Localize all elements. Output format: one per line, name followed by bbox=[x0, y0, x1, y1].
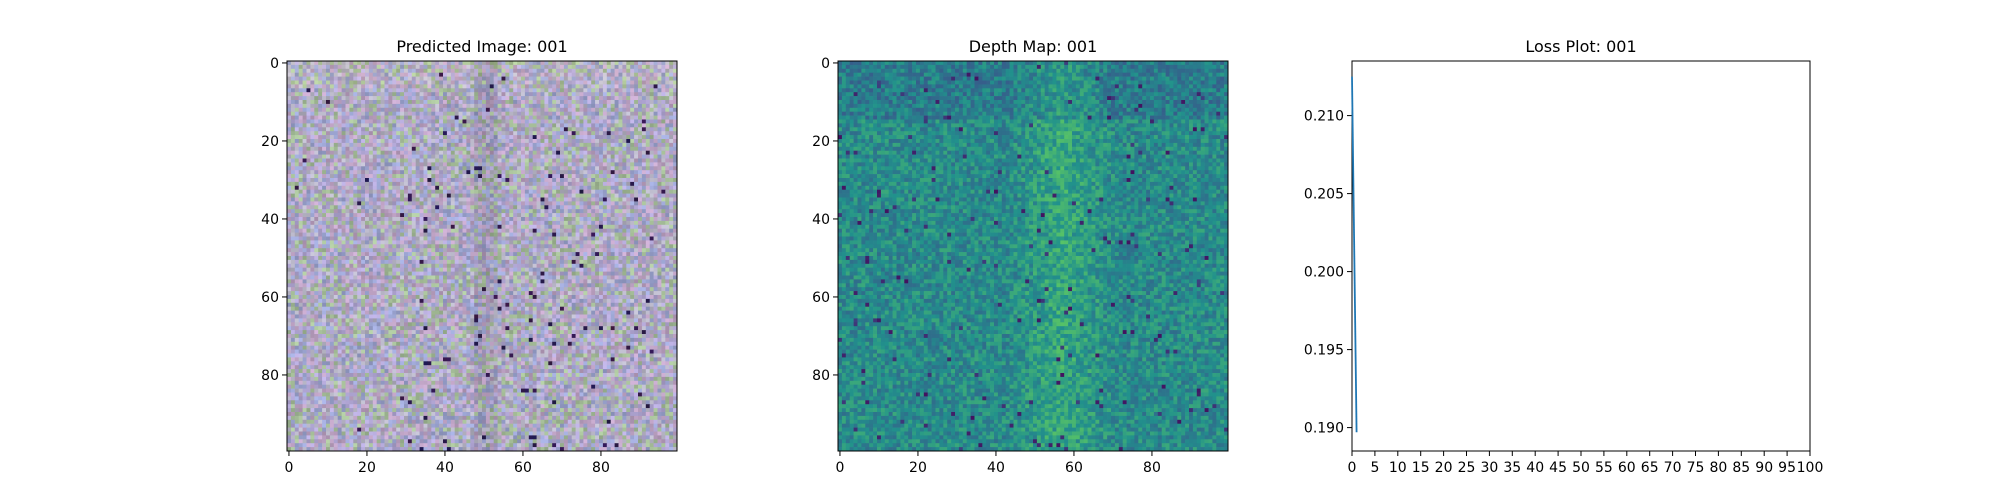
loss-plot-x-tick-label: 60 bbox=[1618, 460, 1636, 476]
loss-plot-x-tick-label: 20 bbox=[1435, 460, 1453, 476]
loss-plot-x-tick-label: 95 bbox=[1778, 460, 1796, 476]
loss-plot-x-tick-label: 5 bbox=[1370, 460, 1379, 476]
loss-plot-x-tick-label: 30 bbox=[1480, 460, 1498, 476]
loss-plot-y-tick-label: 0.205 bbox=[1304, 187, 1344, 203]
loss-plot-x-tick-label: 25 bbox=[1458, 460, 1476, 476]
loss-plot-y-tick-label: 0.210 bbox=[1304, 109, 1344, 125]
loss-plot-x-tick-label: 90 bbox=[1755, 460, 1773, 476]
loss-plot-y-tick-label: 0.195 bbox=[1304, 343, 1344, 359]
loss-plot-x-tick-label: 55 bbox=[1595, 460, 1613, 476]
loss-plot-x-tick-label: 80 bbox=[1709, 460, 1727, 476]
loss-plot-x-tick-label: 15 bbox=[1412, 460, 1430, 476]
loss-plot-y-tick-label: 0.200 bbox=[1304, 265, 1344, 281]
loss-plot-x-tick-label: 65 bbox=[1641, 460, 1659, 476]
loss-plot-y-tick-label: 0.190 bbox=[1304, 421, 1344, 437]
loss-plot-x-tick-label: 45 bbox=[1549, 460, 1567, 476]
loss-plot-x-tick-label: 50 bbox=[1572, 460, 1590, 476]
loss-plot-x-tick-label: 85 bbox=[1732, 460, 1750, 476]
loss-plot-x-tick-label: 35 bbox=[1503, 460, 1521, 476]
loss-plot-x-tick-label: 70 bbox=[1664, 460, 1682, 476]
loss-plot-x-tick-label: 40 bbox=[1526, 460, 1544, 476]
loss-plot-x-tick-label: 75 bbox=[1687, 460, 1705, 476]
loss-plot-x-tick-label: 0 bbox=[1348, 460, 1357, 476]
loss-plot-x-tick-label: 100 bbox=[1797, 460, 1824, 476]
loss-plot-frame bbox=[1352, 61, 1810, 451]
loss-plot-x-tick-label: 10 bbox=[1389, 460, 1407, 476]
